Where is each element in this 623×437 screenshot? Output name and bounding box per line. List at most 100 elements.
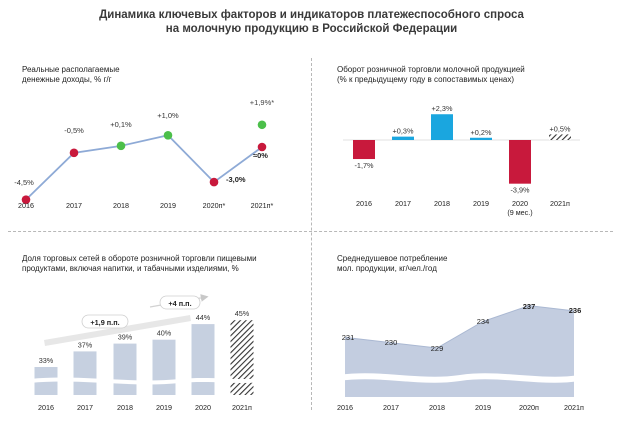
retail-bar (392, 136, 414, 140)
retail-turnover-chart-title-line2: (% к предыдущему году в сопоставимых цен… (337, 75, 515, 84)
income-data-label: -3,0% (226, 175, 246, 184)
retail-x-tick-label: 2018 (434, 199, 450, 208)
share-x-tick-label: 2016 (38, 403, 54, 412)
income-data-label: +0,1% (110, 120, 132, 129)
retail-x-tick-label: 2016 (356, 199, 372, 208)
consumption-x-tick-label: 2018 (429, 403, 445, 412)
consumption-data-label: 231 (342, 333, 355, 342)
income-x-tick-label: 2016 (18, 201, 34, 210)
income-x-tick-label: 2017 (66, 201, 82, 210)
retail-x-tick-label: 2021п (550, 199, 570, 208)
share-bar (152, 339, 176, 395)
share-data-label: 33% (39, 356, 54, 365)
consumption-chart-title: Среднедушевое потребление мол. продукции… (337, 254, 447, 274)
consumption-x-tick-label: 2016 (337, 403, 353, 412)
page-title: Динамика ключевых факторов и индикаторов… (0, 8, 623, 36)
share-data-label: 44% (196, 313, 211, 322)
income-data-label: -0,5% (64, 126, 84, 135)
share-x-tick-label: 2021п (232, 403, 252, 412)
retail-data-label: -3,9% (510, 186, 530, 195)
consumption-x-tick-label: 2019 (475, 403, 491, 412)
income-chart-title: Реальные располагаемые денежные доходы, … (22, 65, 120, 85)
page-title-line2: на молочную продукцию в Российской Федер… (165, 23, 458, 35)
retail-data-label: -1,7% (354, 161, 374, 170)
retail-x-tick-label: 2017 (395, 199, 411, 208)
income-data-label-optimistic: +1,9%* (250, 98, 274, 107)
retail-x-tick-label: 2019 (473, 199, 489, 208)
chain-share-chart-title-line1: Доля торговых сетей в обороте розничной … (22, 254, 257, 263)
retail-data-label: +0,3% (393, 127, 414, 136)
share-annotation-label: +1,9 п.п. (90, 318, 119, 327)
consumption-x-tick-label: 2021п (564, 403, 584, 412)
page-title-line1: Динамика ключевых факторов и индикаторов… (99, 9, 524, 21)
retail-data-label: +0,2% (471, 128, 492, 137)
share-data-label: 45% (235, 309, 250, 318)
consumption-data-label: 234 (477, 317, 490, 326)
income-x-tick-label: 2020п* (203, 201, 226, 210)
consumption-data-label: 237 (523, 302, 536, 311)
share-annotation-label: +4 п.п. (168, 299, 191, 308)
retail-bar (509, 140, 531, 184)
consumption-axis-break (339, 373, 580, 383)
income-point (257, 142, 267, 152)
consumption-line (344, 305, 575, 349)
retail-x-tick-sublabel: (9 мес.) (507, 208, 532, 217)
income-chart-title-line2: денежные доходы, % г/г (22, 75, 112, 84)
consumption-data-label: 236 (569, 306, 582, 315)
horizontal-divider (8, 231, 613, 232)
share-x-tick-label: 2018 (117, 403, 133, 412)
consumption-x-tick-label: 2020п (519, 403, 539, 412)
income-data-label: +1,0% (157, 111, 179, 120)
retail-turnover-chart: -1,7% +0,3% +2,3% +0,2% -3,9% +0,5% 2016 2017 20… (343, 104, 580, 217)
share-x-tick-label: 2020 (195, 403, 211, 412)
share-trend-arrow-long (44, 315, 191, 346)
vertical-divider (311, 58, 312, 410)
retail-turnover-chart-title-line1: Оборот розничной торговли молочной проду… (337, 65, 525, 74)
income-chart: -4,5% -0,5% +0,1% +1,0% -3,0% ≈0% +1,9%* 2016 20… (14, 98, 274, 210)
income-point (116, 141, 126, 151)
share-annotation-badge (81, 314, 129, 329)
income-point (209, 177, 219, 187)
retail-bar (470, 137, 492, 140)
share-data-label: 37% (78, 340, 93, 349)
share-x-tick-label: 2017 (77, 403, 93, 412)
chain-share-chart-title-line2: продуктами, включая напитки, и табачными… (22, 264, 239, 273)
income-line (25, 134, 263, 201)
share-data-label: 40% (157, 329, 172, 338)
share-bar (230, 320, 254, 395)
share-axis-break (30, 377, 262, 385)
consumption-chart-title-line1: Среднедушевое потребление (337, 254, 448, 263)
consumption-chart: 231 230 229 234 237 236 2016 2017 2018 2019 2020п 2… (337, 302, 584, 412)
retail-turnover-chart-title: Оборот розничной торговли молочной проду… (337, 65, 525, 85)
share-annotation-badge (159, 295, 201, 310)
consumption-chart-title-line2: мол. продукции, кг/чел./год (337, 264, 437, 273)
consumption-data-label: 230 (385, 338, 398, 347)
consumption-data-label: 229 (431, 344, 444, 353)
retail-data-label: +2,3% (432, 104, 453, 113)
share-x-tick-label: 2019 (156, 403, 172, 412)
retail-data-label: +0,5% (550, 124, 571, 133)
income-x-tick-label: 2018 (113, 201, 129, 210)
chain-share-chart: 33% 37% 39% 40% 44% 45% 2016 2017 2018 2019 2020 20… (30, 294, 262, 412)
income-x-tick-label: 2021п* (251, 201, 274, 210)
income-point-optimistic (257, 120, 267, 130)
share-data-label: 39% (118, 333, 133, 342)
income-x-tick-label: 2019 (160, 201, 176, 210)
income-data-label: -4,5% (14, 178, 34, 187)
consumption-area (345, 305, 574, 397)
share-bar (113, 343, 137, 395)
income-point (21, 195, 31, 204)
share-bar (191, 324, 215, 395)
income-chart-title-line1: Реальные располагаемые (22, 65, 120, 74)
retail-x-tick-label: 2020 (512, 199, 528, 208)
income-point (163, 131, 173, 140)
consumption-x-tick-label: 2017 (383, 403, 399, 412)
income-data-label: ≈0% (253, 151, 268, 160)
income-point (69, 148, 79, 158)
retail-bar (431, 114, 453, 140)
retail-bar (353, 140, 375, 160)
retail-bar (549, 134, 571, 140)
share-bar (73, 351, 97, 395)
chain-share-chart-title: Доля торговых сетей в обороте розничной … (22, 254, 257, 274)
